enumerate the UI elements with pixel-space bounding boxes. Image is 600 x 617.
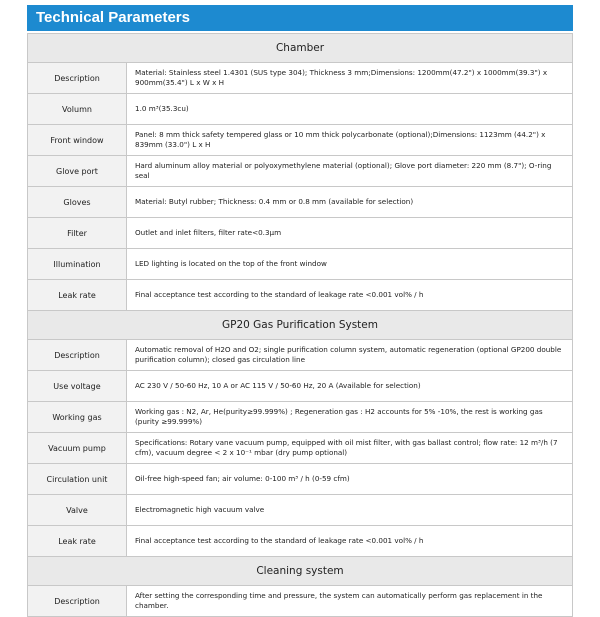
row-value: AC 230 V / 50-60 Hz, 10 A or AC 115 V / … xyxy=(135,381,421,390)
row-label: Working gas xyxy=(28,402,127,432)
row-label: Illumination xyxy=(28,249,127,279)
section-header: GP20 Gas Purification System xyxy=(27,311,573,340)
table-row: Glove port Hard aluminum alloy material o… xyxy=(27,156,573,187)
table-row: Working gas Working gas : N2, Ar, He(puri… xyxy=(27,402,573,433)
table-row: Front window Panel: 8 mm thick safety tem… xyxy=(27,125,573,156)
row-label: Front window xyxy=(28,125,127,155)
table-row: Gloves Material: Butyl rubber; Thickness:… xyxy=(27,187,573,218)
row-value: Hard aluminum alloy material or polyoxym… xyxy=(135,161,552,180)
row-label: Gloves xyxy=(28,187,127,217)
row-value: Final acceptance test according to the s… xyxy=(135,536,424,545)
table-row: Vacuum pump Specifications: Rotary vane v… xyxy=(27,433,573,464)
table-row: Valve Electromagnetic high vacuum valve xyxy=(27,495,573,526)
section-header: Chamber xyxy=(27,34,573,63)
row-value: LED lighting is located on the top of th… xyxy=(135,259,327,268)
row-value: Final acceptance test according to the s… xyxy=(135,290,424,299)
row-value: Panel: 8 mm thick safety tempered glass … xyxy=(135,130,546,149)
row-label: Description xyxy=(28,340,127,370)
row-label: Use voltage xyxy=(28,371,127,401)
table-row: Description Material: Stainless steel 1.4… xyxy=(27,63,573,94)
row-label: Description xyxy=(28,63,127,93)
table-row: Leak rate Final acceptance test according… xyxy=(27,280,573,311)
row-label: Description xyxy=(28,586,127,616)
row-label: Leak rate xyxy=(28,526,127,556)
section-header: Cleaning system xyxy=(27,557,573,586)
row-value: After setting the corresponding time and… xyxy=(135,591,543,610)
row-value: Working gas : N2, Ar, He(purity≥99.999%)… xyxy=(135,407,543,426)
row-value: Outlet and inlet filters, filter rate<0.… xyxy=(135,228,282,237)
row-label: Circulation unit xyxy=(28,464,127,494)
row-value: Electromagnetic high vacuum valve xyxy=(135,505,265,514)
table-row: Filter Outlet and inlet filters, filter r… xyxy=(27,218,573,249)
row-label: Valve xyxy=(28,495,127,525)
row-value: Specifications: Rotary vane vacuum pump,… xyxy=(135,438,558,457)
row-label: Filter xyxy=(28,218,127,248)
table-row: Description Automatic removal of H2O and … xyxy=(27,340,573,371)
table-row: Volumn 1.0 m³(35.3cu) xyxy=(27,94,573,125)
page-title: Technical Parameters xyxy=(27,5,573,31)
page: {"header": {"title": "Technical Paramete… xyxy=(27,5,573,617)
table-row: Illumination LED lighting is located on t… xyxy=(27,249,573,280)
row-value: Material: Stainless steel 1.4301 (SUS ty… xyxy=(135,68,548,87)
row-value: Material: Butyl rubber; Thickness: 0.4 m… xyxy=(135,197,414,206)
table-row: Leak rate Final acceptance test according… xyxy=(27,526,573,557)
row-value: Oil-free high-speed fan; air volume: 0-1… xyxy=(135,474,350,483)
row-label: Glove port xyxy=(28,156,127,186)
row-label: Volumn xyxy=(28,94,127,124)
table-row: Circulation unit Oil-free high-speed fan;… xyxy=(27,464,573,495)
table-row: Description After setting the correspondi… xyxy=(27,586,573,617)
row-value: 1.0 m³(35.3cu) xyxy=(135,104,189,113)
row-label: Vacuum pump xyxy=(28,433,127,463)
table-row: Use voltage AC 230 V / 50-60 Hz, 10 A or … xyxy=(27,371,573,402)
row-label: Leak rate xyxy=(28,280,127,310)
parameter-table: Chamber Description Material: Stainless st… xyxy=(27,33,573,617)
row-value: Automatic removal of H2O and O2; single … xyxy=(135,345,562,364)
